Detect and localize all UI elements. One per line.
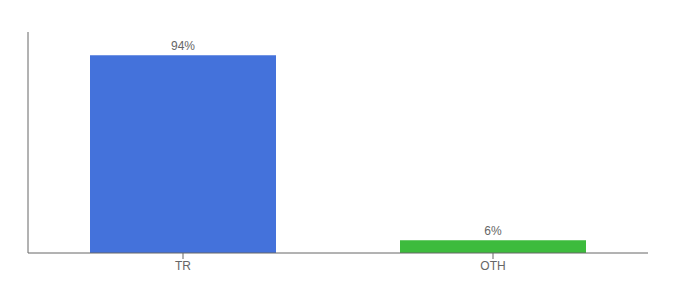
- svg-text:OTH: OTH: [480, 259, 505, 273]
- svg-text:6%: 6%: [484, 224, 502, 238]
- svg-text:TR: TR: [175, 259, 191, 273]
- svg-text:94%: 94%: [171, 39, 195, 53]
